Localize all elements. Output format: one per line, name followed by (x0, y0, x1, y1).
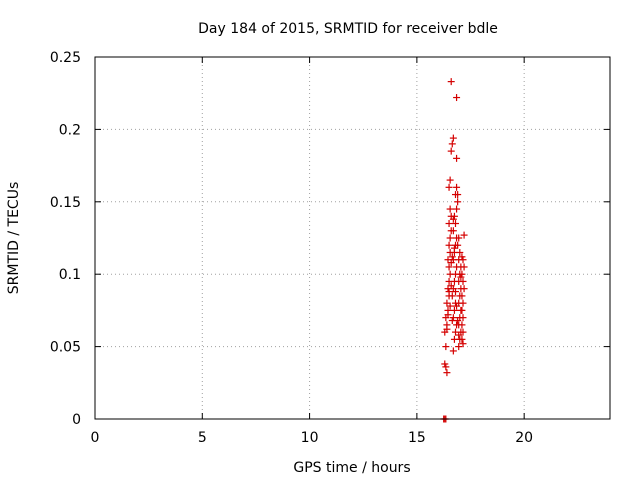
data-point (445, 220, 453, 228)
data-point (448, 292, 456, 300)
data-point (444, 311, 452, 319)
x-tick-label: 15 (408, 430, 426, 446)
data-point (453, 94, 461, 102)
grid-layer (95, 57, 610, 419)
data-points (440, 78, 468, 423)
y-tick-label: 0.25 (50, 50, 81, 66)
plot-frame (94, 56, 611, 420)
data-point (459, 340, 467, 348)
data-point (447, 78, 455, 86)
data-point (459, 314, 467, 322)
data-point (446, 176, 454, 184)
x-tick-label: 10 (301, 430, 319, 446)
data-point (443, 325, 451, 333)
x-tick-label: 5 (198, 430, 207, 446)
x-axis-title: GPS time / hours (293, 460, 410, 476)
data-point (446, 234, 454, 242)
y-axis-title: SRMTID / TECUs (6, 182, 22, 295)
data-point (455, 343, 463, 351)
data-point (458, 292, 466, 300)
data-point (443, 369, 451, 377)
data-point (453, 302, 461, 310)
data-point (457, 273, 465, 281)
y-tick-label: 0.15 (50, 195, 81, 211)
data-point (447, 147, 455, 155)
data-point (458, 306, 466, 314)
data-point (446, 205, 454, 213)
data-point (453, 154, 461, 162)
data-point (449, 347, 457, 355)
data-point (447, 282, 455, 290)
data-point (455, 331, 463, 339)
data-point (445, 288, 453, 296)
data-point (450, 244, 458, 252)
data-point (458, 335, 466, 343)
data-point (445, 241, 453, 249)
data-point (449, 227, 457, 235)
data-point (453, 183, 461, 191)
y-tick-label: 0.1 (59, 267, 81, 283)
x-tick-label: 0 (91, 430, 100, 446)
data-point (454, 317, 462, 325)
data-point (452, 288, 459, 296)
data-point (459, 277, 467, 285)
data-point (448, 253, 456, 261)
data-point (456, 248, 464, 256)
data-point (453, 205, 461, 213)
data-point (458, 321, 466, 329)
data-point (445, 263, 453, 271)
chart-title: Day 184 of 2015, SRMTID for receiver bdl… (198, 21, 498, 37)
data-point (460, 263, 468, 271)
x-tick-label: 20 (515, 430, 533, 446)
y-tick-label: 0.2 (59, 122, 81, 138)
data-point (450, 306, 458, 314)
data-point (459, 299, 467, 307)
data-point (449, 134, 457, 142)
data-point (448, 140, 456, 148)
data-point (454, 198, 462, 206)
y-tick-label: 0 (72, 412, 81, 428)
data-point (454, 191, 462, 199)
data-point (458, 253, 466, 261)
data-point (459, 328, 467, 336)
data-point (455, 234, 463, 242)
data-point (442, 363, 450, 371)
tick-layer: 0 5 10 15 20 0 0.05 0.1 0.15 0.2 0.25 (50, 50, 610, 446)
y-tick-label: 0.05 (50, 340, 81, 356)
data-point (446, 302, 454, 310)
data-point (452, 220, 459, 228)
data-point (442, 343, 450, 351)
data-point (445, 183, 453, 191)
data-point (460, 285, 468, 293)
data-point (449, 215, 457, 223)
data-point (447, 259, 455, 267)
data-point (460, 231, 468, 239)
